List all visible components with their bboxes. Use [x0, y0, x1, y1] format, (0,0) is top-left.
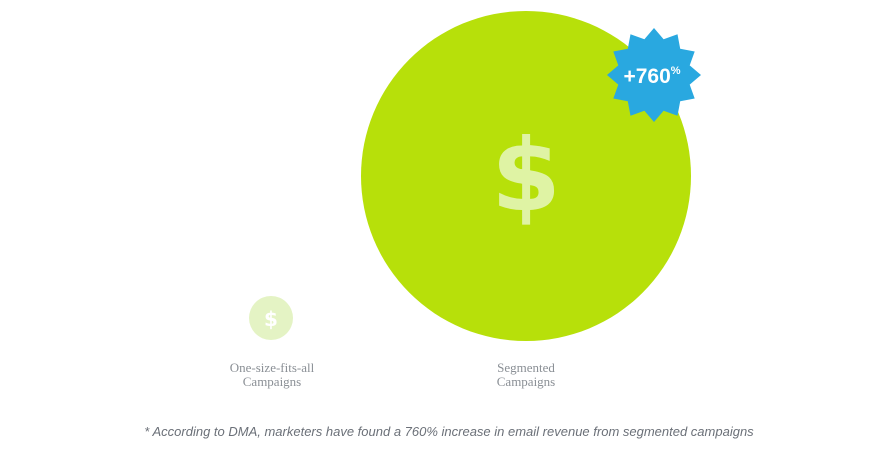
badge-unit: % [671, 65, 681, 77]
footnote: * According to DMA, marketers have found… [144, 424, 754, 439]
label: One-size-fits-all [230, 360, 315, 375]
badge-burst [607, 28, 701, 122]
badge-text: +760% [623, 65, 680, 88]
dollar-icon: $ [491, 117, 561, 234]
small-circle [249, 296, 293, 340]
label: Campaigns [497, 374, 556, 389]
label: Segmented [497, 360, 555, 375]
badge-number: +760 [623, 65, 670, 88]
label: Campaigns [243, 374, 302, 389]
dollar-icon: $ [264, 307, 278, 331]
big-circle [361, 11, 691, 341]
